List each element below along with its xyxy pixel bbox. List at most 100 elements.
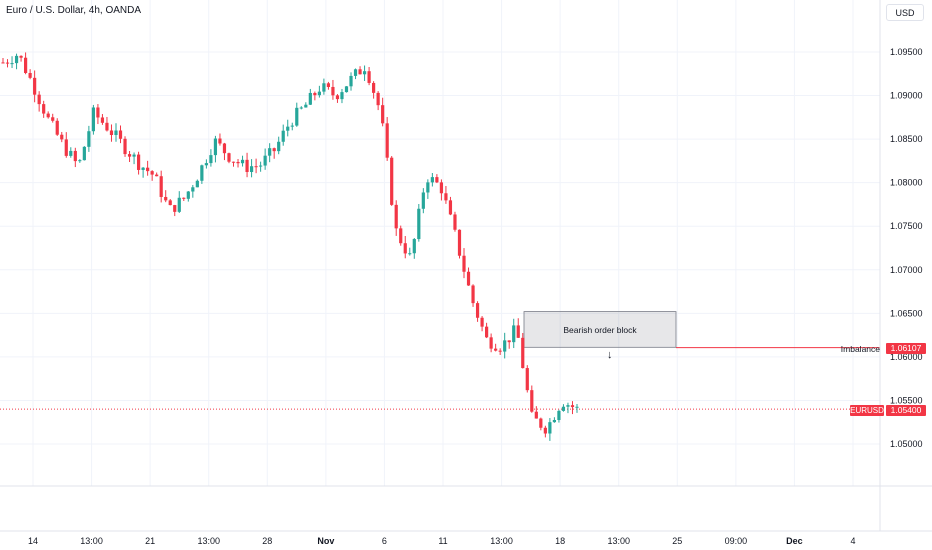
x-tick-label: 11: [438, 536, 447, 546]
y-tick-label: 1.07000: [890, 265, 923, 275]
candle-body: [136, 154, 141, 170]
candle-body: [64, 139, 68, 156]
x-tick-label: 13:00: [490, 536, 513, 546]
candle-body: [570, 405, 575, 408]
candle-body: [322, 83, 326, 92]
candle-body: [566, 405, 570, 407]
candle-body: [87, 131, 91, 147]
candle-body: [448, 200, 453, 215]
current-price-tag: 1.05400: [886, 405, 926, 416]
candle-body: [28, 72, 32, 78]
candle-body: [295, 107, 299, 126]
candle-body: [317, 91, 321, 96]
candle-body: [222, 143, 227, 154]
candle-body: [51, 117, 55, 121]
price-axis: 1.09500 1.09000 1.08500 1.08000 1.07500 1.070…: [879, 0, 923, 531]
candle-body: [521, 337, 525, 369]
candle-body: [331, 86, 335, 96]
candle-body: [177, 197, 181, 212]
x-tick-label: Nov: [317, 536, 334, 546]
x-tick-label: 13:00: [80, 536, 103, 546]
chart-grid: [0, 0, 880, 486]
y-tick-label: 1.09000: [890, 91, 923, 101]
candle-body: [231, 161, 236, 163]
candle-body: [213, 138, 218, 156]
candle-body: [376, 92, 380, 106]
candle-body: [408, 253, 412, 255]
candle-body: [412, 239, 416, 254]
candle-body: [268, 148, 272, 156]
candle-body: [281, 130, 285, 142]
candle-body: [195, 180, 199, 188]
candle-body: [344, 86, 349, 93]
candle-body: [55, 120, 59, 135]
y-tick-label: 1.05500: [890, 395, 923, 405]
candle-body: [326, 83, 331, 87]
candle-body: [105, 122, 109, 131]
candle-body: [353, 69, 358, 76]
candle-body: [466, 271, 471, 286]
candle-body: [159, 176, 163, 197]
candle-body: [489, 337, 493, 349]
candle-body: [534, 411, 538, 419]
candle-body: [485, 326, 489, 338]
candle-body: [498, 350, 502, 352]
candle-body: [525, 368, 529, 391]
y-tick-label: 1.06000: [890, 352, 923, 362]
x-tick-label: 13:00: [197, 536, 220, 546]
candle-body: [444, 193, 448, 201]
candle-body: [173, 205, 177, 212]
candle-body: [362, 71, 367, 75]
candle-body: [5, 62, 10, 64]
candle-body: [548, 422, 552, 434]
x-tick-label: 6: [382, 536, 387, 546]
candle-body: [14, 55, 19, 64]
candle-body: [209, 155, 213, 164]
candle-body: [557, 410, 561, 420]
candle-body: [118, 130, 123, 139]
x-tick-label: 18: [555, 536, 565, 546]
imbalance-label: Imbalance: [840, 344, 880, 354]
candle-body: [507, 340, 511, 343]
candle-body: [73, 150, 77, 162]
y-tick-label: 1.06500: [890, 308, 923, 318]
annotation-layer: [0, 311, 880, 410]
candle-body: [60, 134, 64, 140]
candle-body: [33, 77, 37, 95]
candle-body: [552, 419, 557, 423]
candle-body: [146, 167, 150, 172]
y-tick-label: 1.08500: [890, 134, 923, 144]
candle-body: [426, 182, 430, 193]
y-tick-label: 1.05000: [890, 439, 923, 449]
candle-body: [516, 325, 520, 338]
candle-body: [462, 255, 466, 272]
candle-body: [168, 200, 172, 206]
candle-body: [421, 192, 425, 209]
candle-body: [286, 126, 290, 131]
x-tick-label: 4: [850, 536, 855, 546]
candle-body: [23, 57, 28, 73]
candle-body: [155, 174, 159, 177]
candle-body: [109, 130, 114, 136]
candle-body: [430, 177, 434, 183]
candle-body: [254, 166, 258, 168]
candle-body: [471, 285, 475, 304]
candle-body: [123, 138, 127, 155]
candles: [1, 52, 579, 441]
candle-body: [543, 427, 547, 434]
candle-body: [263, 155, 267, 166]
candle-body: [150, 171, 154, 175]
x-tick-label: 25: [672, 536, 682, 546]
candle-body: [349, 75, 353, 87]
candle-body: [1, 62, 5, 64]
candle-body: [480, 317, 484, 327]
candle-body: [37, 94, 41, 105]
candle-body: [340, 92, 344, 100]
y-tick-label: 1.07500: [890, 221, 923, 231]
candle-body: [457, 229, 462, 256]
candle-body: [475, 303, 480, 318]
candle-body: [385, 123, 389, 158]
currency-button[interactable]: USD: [886, 4, 924, 21]
y-tick-label: 1.09500: [890, 47, 923, 57]
